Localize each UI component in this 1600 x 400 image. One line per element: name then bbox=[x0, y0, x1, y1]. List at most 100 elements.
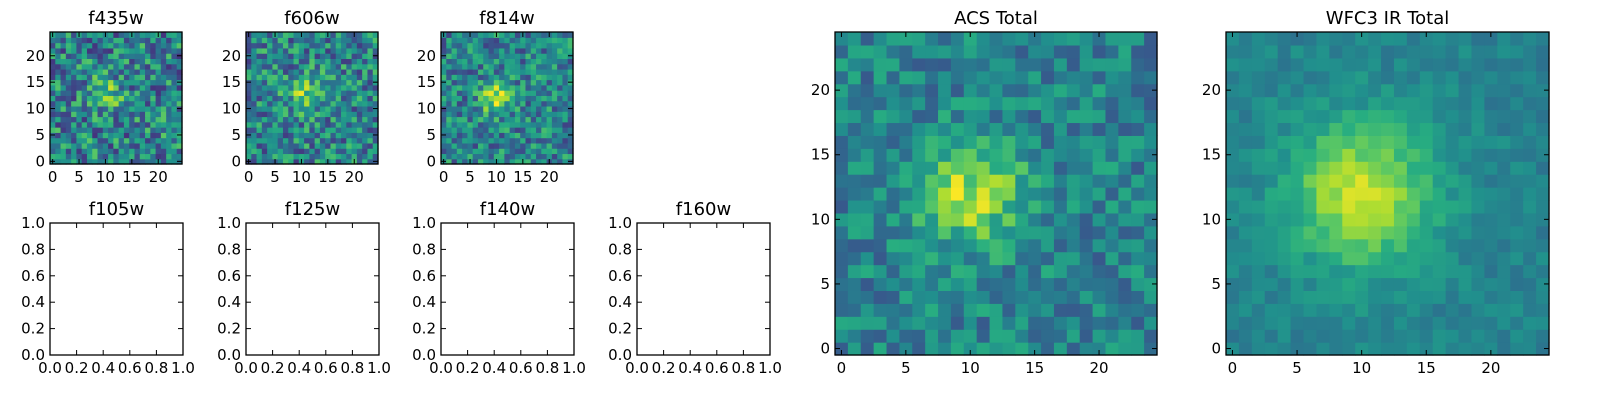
heatmap-cell bbox=[55, 105, 62, 112]
heatmap-cell bbox=[1277, 212, 1292, 227]
heatmap-cell bbox=[886, 57, 900, 72]
heatmap-cell bbox=[108, 53, 114, 59]
heatmap-cell bbox=[1316, 212, 1330, 227]
heatmap-cell bbox=[1523, 32, 1537, 46]
heatmap-cell bbox=[304, 95, 310, 102]
heatmap-cell bbox=[860, 251, 875, 266]
heatmap-cell bbox=[256, 100, 263, 107]
heatmap-cell bbox=[488, 127, 495, 133]
heatmap-cell bbox=[1238, 303, 1253, 317]
heatmap-cell bbox=[123, 111, 130, 118]
heatmap-cell bbox=[1523, 212, 1537, 227]
heatmap-cell bbox=[309, 63, 316, 70]
heatmap-cell bbox=[536, 68, 542, 75]
heatmap-cell bbox=[171, 42, 178, 49]
heatmap-cell bbox=[1355, 342, 1369, 356]
heatmap-cell bbox=[319, 153, 326, 160]
heatmap-cell bbox=[546, 121, 553, 128]
heatmap-cell bbox=[499, 153, 505, 160]
heatmap-cell bbox=[351, 142, 358, 149]
heatmap-cell bbox=[1368, 277, 1382, 291]
heatmap-cell bbox=[1329, 135, 1343, 149]
heatmap-cell bbox=[176, 127, 183, 133]
x-tick-label: 1.0 bbox=[562, 359, 586, 377]
heatmap-cell bbox=[272, 148, 279, 155]
heatmap-cell bbox=[267, 68, 273, 75]
heatmap-cell bbox=[1484, 342, 1498, 356]
heatmap-cell bbox=[472, 90, 479, 96]
heatmap-cell bbox=[118, 84, 125, 91]
heatmap-cell bbox=[493, 84, 500, 91]
heatmap-cell bbox=[1144, 57, 1158, 72]
heatmap-cell bbox=[367, 90, 374, 96]
heatmap-cell bbox=[989, 83, 1004, 98]
heatmap-cell bbox=[860, 148, 875, 162]
heatmap-cell bbox=[525, 47, 532, 54]
heatmap-cell bbox=[1131, 109, 1145, 124]
heatmap-cell bbox=[65, 95, 72, 102]
heatmap-cell bbox=[176, 32, 183, 38]
heatmap-cell bbox=[912, 109, 926, 124]
heatmap-cell bbox=[139, 142, 146, 149]
heatmap-cell bbox=[367, 74, 374, 81]
heatmap-cell bbox=[346, 137, 353, 144]
heatmap-cell bbox=[60, 32, 67, 38]
heatmap-cell bbox=[108, 148, 114, 155]
heatmap-cell bbox=[129, 95, 136, 102]
heatmap-cell bbox=[1523, 251, 1537, 266]
heatmap-cell bbox=[118, 32, 125, 38]
heatmap-cell bbox=[1144, 96, 1158, 111]
heatmap-cell bbox=[525, 37, 532, 44]
heatmap-cell bbox=[493, 132, 500, 139]
heatmap-cell bbox=[267, 153, 273, 160]
heatmap-cell bbox=[493, 95, 500, 102]
heatmap-cell bbox=[1053, 122, 1068, 136]
heatmap-cell bbox=[925, 96, 939, 111]
heatmap-cell bbox=[847, 96, 862, 111]
heatmap-cell bbox=[477, 105, 484, 112]
heatmap-cell bbox=[71, 116, 77, 123]
heatmap-cell bbox=[441, 37, 447, 44]
heatmap-cell bbox=[314, 153, 321, 160]
heatmap-cell bbox=[1041, 148, 1055, 162]
heatmap-cell bbox=[261, 121, 268, 128]
heatmap-cell bbox=[92, 127, 99, 133]
heatmap-cell bbox=[483, 100, 490, 107]
heatmap-cell bbox=[298, 47, 305, 54]
heatmap-cell bbox=[1226, 264, 1240, 279]
heatmap-cell bbox=[102, 53, 109, 59]
heatmap-cell bbox=[1484, 264, 1498, 279]
heatmap-cell bbox=[989, 161, 1004, 175]
heatmap-cell bbox=[1419, 109, 1434, 124]
heatmap-cell bbox=[1277, 70, 1292, 85]
x-tick-label: 20 bbox=[345, 168, 364, 186]
heatmap-cell bbox=[1053, 57, 1068, 72]
heatmap-cell bbox=[356, 132, 363, 139]
y-tick-label: 5 bbox=[231, 126, 241, 144]
heatmap-cell bbox=[319, 116, 326, 123]
heatmap-cell bbox=[441, 137, 447, 144]
heatmap-cell bbox=[1368, 342, 1382, 356]
heatmap-cell bbox=[139, 132, 146, 139]
heatmap-cell bbox=[1118, 316, 1132, 330]
heatmap-cell bbox=[166, 137, 173, 144]
heatmap-cell bbox=[319, 137, 326, 144]
heatmap-cell bbox=[176, 116, 183, 123]
heatmap-cell bbox=[504, 79, 511, 86]
heatmap-cell bbox=[1131, 290, 1145, 304]
heatmap-cell bbox=[886, 199, 900, 214]
heatmap-cell bbox=[989, 57, 1004, 72]
heatmap-cell bbox=[847, 342, 862, 356]
heatmap-cell bbox=[277, 105, 284, 112]
heatmap-cell bbox=[1342, 225, 1356, 240]
heatmap-cell bbox=[171, 148, 178, 155]
heatmap-cell bbox=[1419, 122, 1434, 136]
heatmap-cell bbox=[330, 42, 337, 49]
heatmap-cell bbox=[1264, 44, 1279, 59]
heatmap-cell bbox=[372, 42, 379, 49]
heatmap-cell bbox=[551, 90, 558, 96]
heatmap-cell bbox=[1406, 122, 1421, 136]
heatmap-cell bbox=[567, 32, 574, 38]
heatmap-cell bbox=[1406, 303, 1421, 317]
heatmap-cell bbox=[282, 137, 289, 144]
